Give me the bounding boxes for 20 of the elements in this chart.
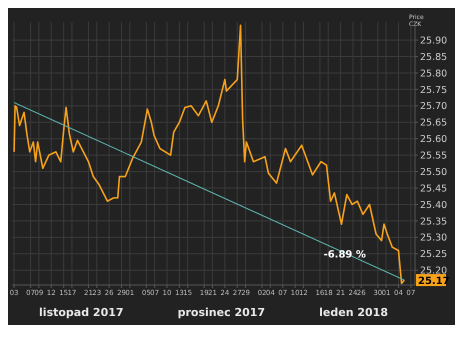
y-tick-label: 25.85 bbox=[420, 52, 448, 63]
text: prosinec 2017 bbox=[178, 306, 266, 319]
y-tick-label: 25.60 bbox=[420, 134, 448, 146]
y-tick-label: 25.30 bbox=[420, 232, 448, 244]
text: leden 2018 bbox=[319, 306, 388, 319]
y-tick-label: 25.50 bbox=[420, 166, 448, 178]
y-tick-label: 25.25 bbox=[420, 249, 448, 260]
y-tick-label: 25.70 bbox=[420, 101, 448, 112]
y-tick-label: 25.20 bbox=[420, 266, 448, 277]
y-tick-label: 25.65 bbox=[420, 118, 448, 129]
y-tick-label: 25.55 bbox=[420, 150, 448, 162]
y-tick-label: 25.90 bbox=[420, 35, 448, 46]
y-tick-label: 25.75 bbox=[420, 84, 448, 96]
line-series bbox=[13, 24, 406, 284]
annotation: -6.89 % bbox=[324, 249, 366, 260]
y-tick-label: 25.35 bbox=[420, 216, 448, 228]
y-tick-label: 25.80 bbox=[420, 68, 448, 80]
text: listopad 2017 bbox=[39, 306, 124, 319]
y-tick-label: 25.45 bbox=[420, 183, 448, 194]
y-tick-label: 25.40 bbox=[420, 200, 448, 211]
